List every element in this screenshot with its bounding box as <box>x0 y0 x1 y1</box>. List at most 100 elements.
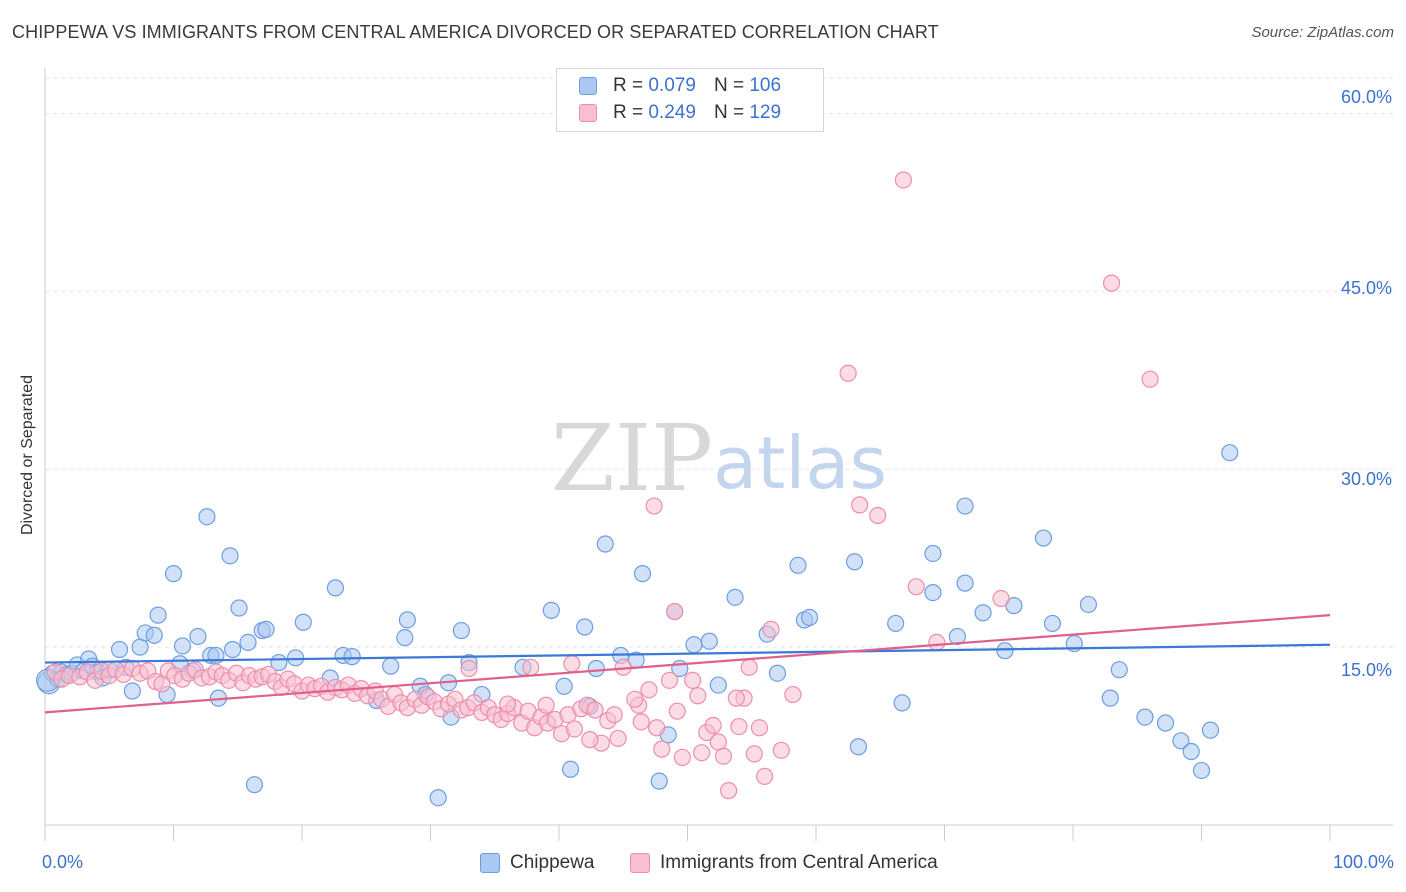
data-point <box>709 733 727 751</box>
data-point <box>1192 761 1211 780</box>
data-point <box>750 719 769 737</box>
gridlines <box>45 77 1393 648</box>
data-point <box>684 671 702 689</box>
data-point <box>1221 444 1239 462</box>
data-point <box>996 642 1014 660</box>
data-point <box>294 613 312 631</box>
data-point <box>587 659 605 678</box>
data-point <box>343 648 361 666</box>
data-point <box>1101 689 1119 707</box>
data-point <box>1034 529 1053 547</box>
data-point <box>429 789 447 807</box>
x-tick-min: 0.0% <box>42 852 84 872</box>
data-point <box>396 629 414 647</box>
data-point <box>398 611 416 629</box>
data-point <box>224 640 242 659</box>
legend-item-chippewa[interactable]: Chippewa <box>480 852 595 874</box>
data-point <box>762 620 780 638</box>
data-point <box>704 716 722 735</box>
data-point <box>286 649 305 667</box>
data-point <box>784 685 802 704</box>
data-point <box>1136 708 1154 726</box>
data-point <box>709 676 727 694</box>
source-label: Source: ZipAtlas.com <box>1251 24 1394 41</box>
immigrants-swatch <box>630 853 650 873</box>
data-point <box>563 655 581 673</box>
data-point <box>131 638 149 656</box>
data-point <box>650 772 668 790</box>
data-point <box>887 614 905 633</box>
data-point <box>640 681 658 699</box>
data-point <box>123 682 141 700</box>
data-point <box>626 690 644 708</box>
data-point <box>730 717 748 736</box>
data-point <box>714 747 733 765</box>
data-point <box>164 565 183 583</box>
data-point <box>700 632 718 650</box>
data-point <box>974 604 992 622</box>
data-point <box>789 556 807 574</box>
data-point <box>768 664 787 682</box>
data-point <box>645 497 663 515</box>
trend-lines <box>44 614 1331 714</box>
chippewa-swatch <box>579 77 597 95</box>
data-point <box>800 608 819 627</box>
data-point <box>230 599 248 617</box>
data-point <box>460 659 478 678</box>
trend-line-chippewa <box>44 643 1331 664</box>
data-point <box>992 589 1010 608</box>
data-point <box>685 636 703 654</box>
data-point <box>561 760 580 778</box>
data-point <box>145 626 163 644</box>
data-point <box>1110 661 1128 679</box>
legend-label: Immigrants from Central America <box>660 852 938 873</box>
data-point <box>673 748 691 767</box>
stats-row-chippewa: R = 0.079 N = 106 <box>579 74 781 98</box>
stats-legend: R = 0.079 N = 106 R = 0.249 N = 129 <box>556 68 824 132</box>
r-value: 0.249 <box>648 102 696 123</box>
immigrants-swatch <box>579 104 597 122</box>
data-point <box>221 547 239 565</box>
data-point <box>542 601 560 619</box>
data-point <box>924 544 942 563</box>
y-tick-30: 30.0% <box>1340 469 1392 489</box>
legend-item-immigrants[interactable]: Immigrants from Central America <box>630 852 938 874</box>
chippewa-swatch <box>480 853 500 873</box>
legend-label: Chippewa <box>510 852 595 873</box>
chart-title: CHIPPEWA VS IMMIGRANTS FROM CENTRAL AMER… <box>12 22 939 42</box>
data-point <box>660 671 679 689</box>
data-point <box>1182 742 1200 761</box>
data-point <box>522 658 540 676</box>
data-point <box>1141 370 1159 388</box>
data-point <box>326 579 345 597</box>
data-point <box>245 776 264 794</box>
n-label: N = <box>713 75 745 96</box>
data-point <box>839 364 857 382</box>
data-point <box>257 620 275 638</box>
data-point <box>576 618 594 636</box>
data-point <box>648 719 666 737</box>
data-point <box>956 574 974 592</box>
data-point <box>845 553 864 571</box>
y-tick-15: 15.0% <box>1340 660 1392 680</box>
data-point <box>632 713 650 731</box>
data-point <box>755 767 774 785</box>
data-point <box>893 694 911 712</box>
data-point <box>596 535 614 553</box>
data-point <box>382 657 400 675</box>
y-tick-45: 45.0% <box>1340 278 1392 298</box>
data-point <box>555 677 573 695</box>
data-point <box>537 696 555 714</box>
data-point <box>609 729 627 748</box>
series-immigrants <box>46 171 1159 800</box>
watermark: ZIP atlas <box>551 405 887 512</box>
n-label: N = <box>713 102 745 123</box>
data-point <box>745 745 763 763</box>
data-point <box>1201 721 1220 739</box>
y-tick-60: 60.0% <box>1340 87 1392 107</box>
watermark-atlas: atlas <box>713 421 887 505</box>
data-point <box>198 508 216 526</box>
axes <box>44 68 1393 841</box>
data-point <box>1005 597 1023 615</box>
